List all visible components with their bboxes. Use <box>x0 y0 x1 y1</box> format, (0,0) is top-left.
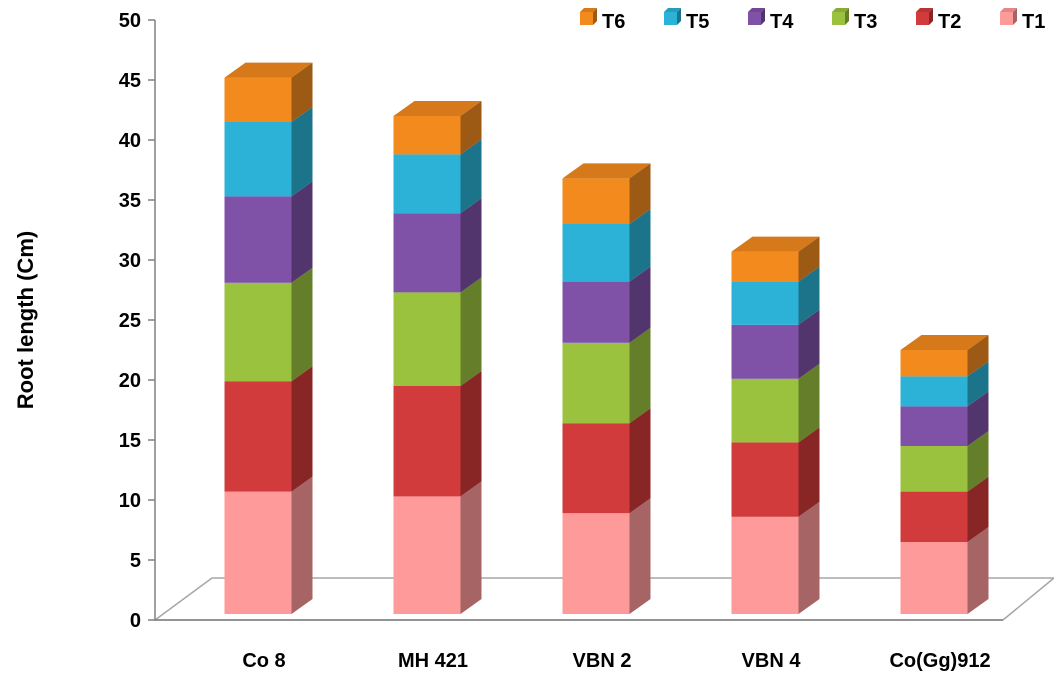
bar-segment-t4 <box>900 391 989 446</box>
bar-segment-t4 <box>562 266 651 343</box>
legend-item: T4 <box>748 8 794 33</box>
legend-label: T5 <box>686 11 709 33</box>
legend-item: T6 <box>580 8 625 33</box>
x-category-label: Co(Gg)912 <box>889 650 990 672</box>
y-tick-label: 15 <box>119 430 141 452</box>
bar-segment-t4 <box>393 198 482 293</box>
bar-stack <box>562 163 651 614</box>
bar-segment-t2 <box>562 408 651 514</box>
bar-segment-t1 <box>562 498 651 614</box>
bar-segment-t1 <box>393 481 482 614</box>
legend-item: T2 <box>916 8 961 33</box>
bar-segment-t5 <box>731 266 820 325</box>
bar-segment-t1 <box>224 476 313 614</box>
bar-stacks <box>224 62 989 614</box>
bar-segment-t3 <box>224 267 313 382</box>
legend: T6 T5 T4 T3 T2 T1 <box>580 8 1045 33</box>
bar-segment-t1 <box>900 527 989 614</box>
bar-segment-t5 <box>562 209 651 282</box>
bar-stack <box>393 101 482 614</box>
bar-stack <box>900 335 989 614</box>
bar-stack <box>224 62 313 614</box>
y-tick-label: 25 <box>119 310 141 332</box>
legend-label: T1 <box>1022 11 1045 33</box>
y-axis-title: Root length (Cm) <box>13 231 38 409</box>
legend-swatch <box>832 12 845 25</box>
bar-segment-t6 <box>393 101 482 155</box>
bar-segment-t2 <box>224 366 313 492</box>
y-tick-label: 40 <box>119 130 141 152</box>
x-category-label: Co 8 <box>242 650 285 672</box>
bar-segment-t6 <box>224 62 313 122</box>
bar-segment-t5 <box>224 107 313 197</box>
bar-segment-t6 <box>562 163 651 224</box>
bar-segment-t2 <box>731 427 820 517</box>
x-axis-labels: Co 8 MH 421 VBN 2 VBN 4 Co(Gg)912 <box>242 650 990 672</box>
bar-segment-t6 <box>900 335 989 377</box>
legend-item: T3 <box>832 8 877 33</box>
legend-item: T1 <box>1000 8 1045 33</box>
bar-segment-t4 <box>224 181 313 283</box>
legend-swatch <box>580 12 593 25</box>
x-category-label: VBN 4 <box>742 650 802 672</box>
y-tick-label: 20 <box>119 370 141 392</box>
y-tick-label: 30 <box>119 250 141 272</box>
bar-stack <box>731 236 820 614</box>
legend-swatch <box>748 12 761 25</box>
bar-segment-t3 <box>562 327 651 424</box>
bar-segment-t5 <box>393 139 482 214</box>
bar-segment-t3 <box>900 431 989 492</box>
y-tick-label: 35 <box>119 190 141 212</box>
bar-segment-t1 <box>731 501 820 614</box>
bar-segment-t6 <box>731 236 820 282</box>
y-tick-label: 0 <box>130 610 141 632</box>
bar-segment-t3 <box>393 277 482 386</box>
legend-swatch <box>916 12 929 25</box>
legend-label: T6 <box>602 11 625 33</box>
legend-swatch <box>1000 12 1013 25</box>
y-tick-label: 45 <box>119 70 141 92</box>
legend-label: T4 <box>770 11 794 33</box>
bar-segment-t4 <box>731 309 820 379</box>
y-tick-label: 50 <box>119 10 141 32</box>
bar-segment-t2 <box>393 371 482 497</box>
y-tick-label: 5 <box>130 550 141 572</box>
y-tick-label: 10 <box>119 490 141 512</box>
legend-label: T2 <box>938 11 961 33</box>
legend-label: T3 <box>854 11 877 33</box>
bar-segment-t3 <box>731 363 820 443</box>
legend-item: T5 <box>664 8 709 33</box>
legend-swatch <box>664 12 677 25</box>
y-axis: 0 5 10 15 20 25 30 35 40 45 50 <box>119 10 1003 632</box>
x-category-label: MH 421 <box>398 650 468 672</box>
x-category-label: VBN 2 <box>573 650 632 672</box>
bar-segment-t2 <box>900 476 989 542</box>
